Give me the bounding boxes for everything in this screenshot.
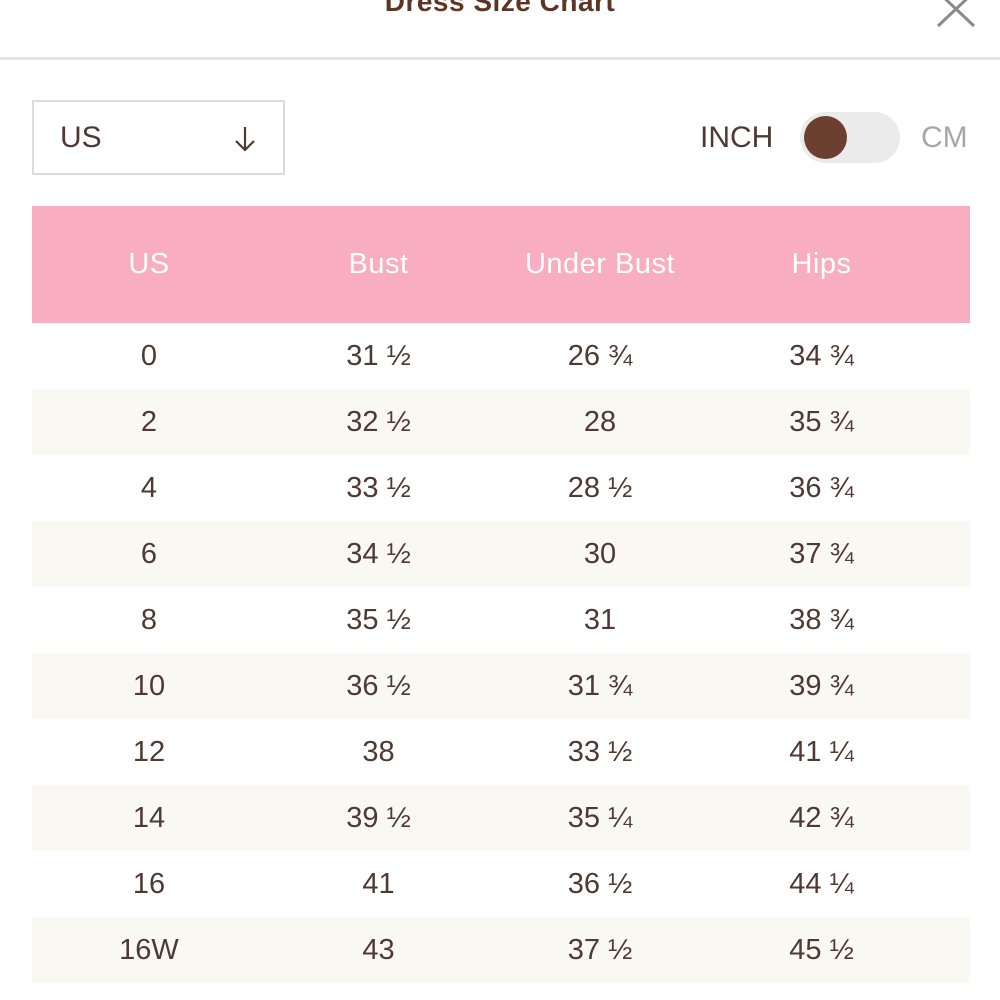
- table-row: 10 36 ½ 31 ¾ 39 ¾: [32, 653, 970, 719]
- table-row: 8 35 ½ 31 38 ¾: [32, 587, 970, 653]
- cell-under-bust: 35 ¼: [567, 802, 633, 834]
- column-header-hips: Hips: [791, 248, 852, 280]
- cell-us-size: 10: [132, 670, 166, 702]
- table-row: 16W 43 37 ½ 45 ½: [32, 917, 970, 983]
- cell-bust: 35 ½: [346, 604, 411, 636]
- cell-us-size: 6: [140, 538, 158, 570]
- region-select[interactable]: US: [32, 100, 285, 175]
- cell-under-bust: 31 ¾: [567, 670, 633, 702]
- cell-hips: 35 ¾: [789, 406, 854, 438]
- cell-hips: 37 ¾: [789, 538, 854, 570]
- cell-us-size: 2: [140, 406, 158, 438]
- table-row: 2 32 ½ 28 35 ¾: [32, 389, 970, 455]
- modal-title: Dress Size Chart: [384, 0, 616, 17]
- region-select-value: US: [60, 121, 102, 154]
- cell-under-bust: 31: [583, 604, 617, 636]
- column-header-bust: Bust: [348, 248, 409, 280]
- cell-hips: 44 ¼: [789, 868, 854, 900]
- cell-hips: 38 ¾: [789, 604, 854, 636]
- cell-hips: 36 ¾: [789, 472, 854, 504]
- table-header: US Bust Under Bust Hips: [32, 206, 970, 323]
- unit-toggle[interactable]: [800, 112, 900, 163]
- column-header-us: US: [128, 248, 170, 280]
- table-row: 14 39 ½ 35 ¼ 42 ¾: [32, 785, 970, 851]
- cell-hips: 39 ¾: [789, 670, 854, 702]
- close-button[interactable]: [934, 0, 978, 30]
- close-icon: [936, 0, 976, 28]
- arrow-down-icon: [235, 127, 255, 152]
- cell-bust: 38: [362, 736, 395, 768]
- toggle-knob: [804, 116, 847, 159]
- table-row: 12 38 33 ½ 41 ¼: [32, 719, 970, 785]
- cell-under-bust: 37 ½: [567, 934, 633, 966]
- table-row: 6 34 ½ 30 37 ¾: [32, 521, 970, 587]
- cell-us-size: 0: [140, 340, 158, 372]
- cell-under-bust: 26 ¾: [567, 340, 633, 372]
- cell-bust: 36 ½: [346, 670, 411, 702]
- cell-under-bust: 36 ½: [567, 868, 633, 900]
- cell-bust: 43: [362, 934, 395, 966]
- cell-bust: 34 ½: [346, 538, 411, 570]
- column-header-under-bust: Under Bust: [524, 248, 676, 280]
- cell-hips: 34 ¾: [789, 340, 854, 372]
- cell-us-size: 4: [140, 472, 158, 504]
- table-row: 4 33 ½ 28 ½ 36 ¾: [32, 455, 970, 521]
- cell-hips: 42 ¾: [789, 802, 854, 834]
- cell-us-size: 12: [132, 736, 166, 768]
- cell-hips: 41 ¼: [789, 736, 854, 768]
- cell-bust: 31 ½: [346, 340, 411, 372]
- modal-header: Dress Size Chart: [0, 0, 1000, 60]
- cell-under-bust: 30: [583, 538, 617, 570]
- cell-us-size: 14: [132, 802, 166, 834]
- cell-us-size: 16: [132, 868, 166, 900]
- cell-under-bust: 28: [583, 406, 617, 438]
- cell-bust: 33 ½: [346, 472, 411, 504]
- table-row: 16 41 36 ½ 44 ¼: [32, 851, 970, 917]
- unit-label-cm[interactable]: CM: [921, 121, 968, 154]
- table-row: 0 31 ½ 26 ¾ 34 ¾: [32, 323, 970, 389]
- unit-label-inch[interactable]: INCH: [700, 121, 774, 154]
- cell-us-size: 8: [140, 604, 158, 636]
- cell-under-bust: 33 ½: [567, 736, 633, 768]
- cell-bust: 41: [362, 868, 395, 900]
- cell-under-bust: 28 ½: [567, 472, 633, 504]
- cell-hips: 45 ½: [789, 934, 854, 966]
- cell-us-size: 16W: [119, 934, 179, 966]
- size-table: US Bust Under Bust Hips 0 31 ½ 26 ¾ 34 ¾…: [32, 206, 970, 983]
- cell-bust: 39 ½: [346, 802, 411, 834]
- cell-bust: 32 ½: [346, 406, 411, 438]
